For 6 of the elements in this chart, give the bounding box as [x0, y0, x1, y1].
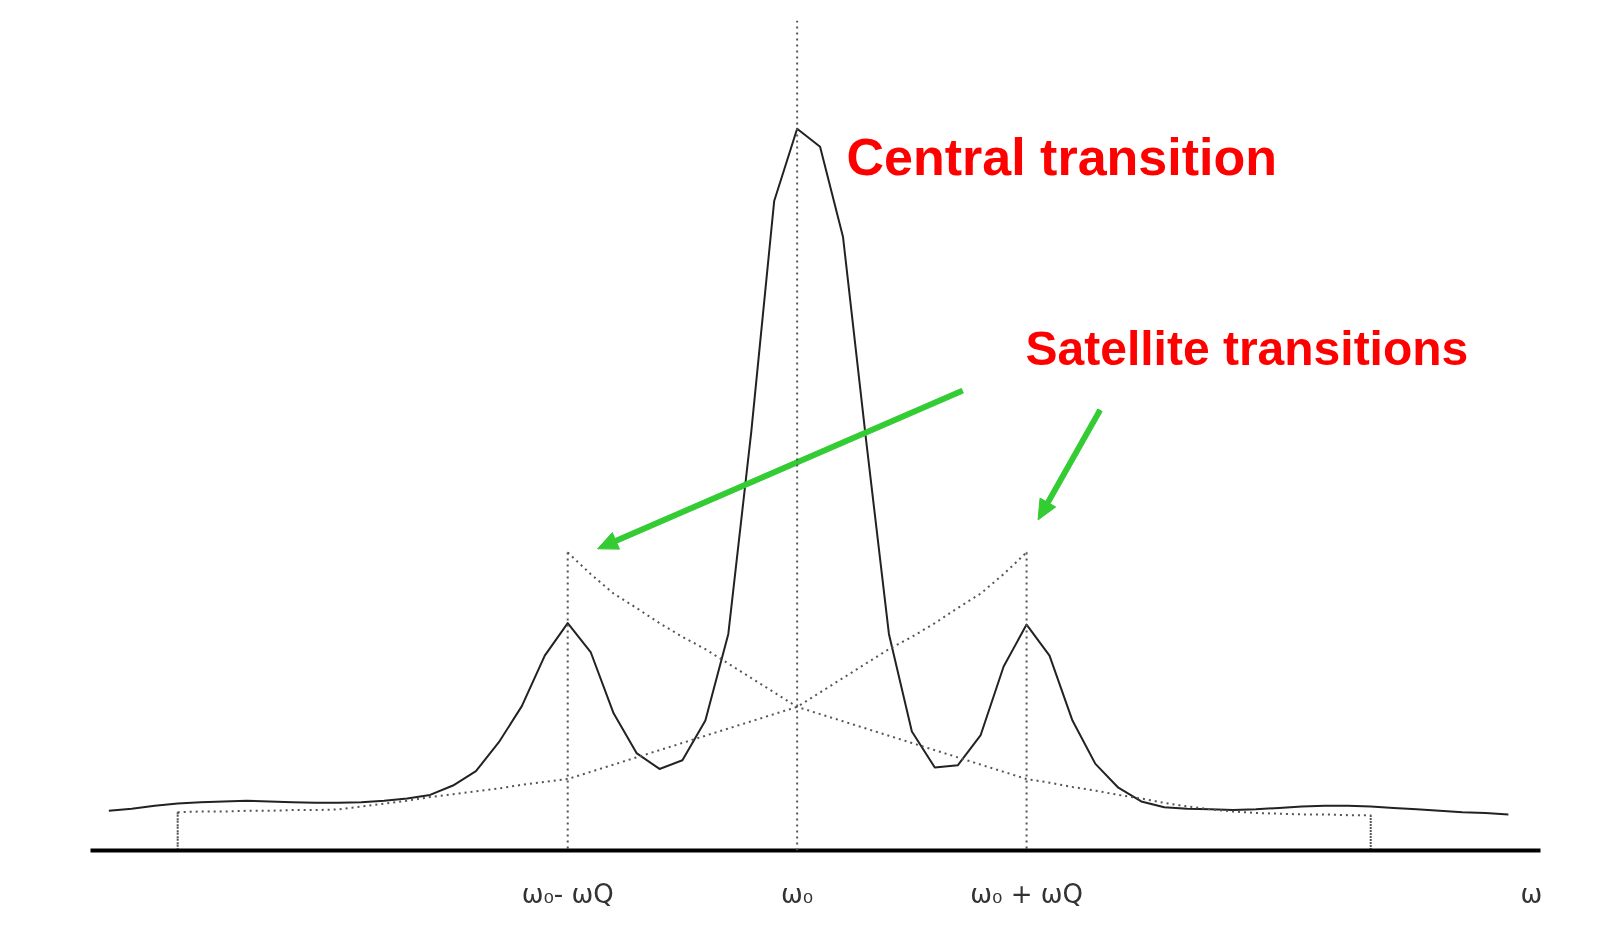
- x-tick-label: ω₀ + ωQ: [970, 878, 1083, 909]
- x-tick-label: ω₀: [781, 878, 814, 909]
- annotation: Satellite transitions: [1025, 321, 1469, 375]
- x-tick-label: ω₀- ωQ: [521, 878, 614, 909]
- annotation: Central transition: [846, 127, 1277, 186]
- x-tick-label: ω: [1520, 878, 1543, 909]
